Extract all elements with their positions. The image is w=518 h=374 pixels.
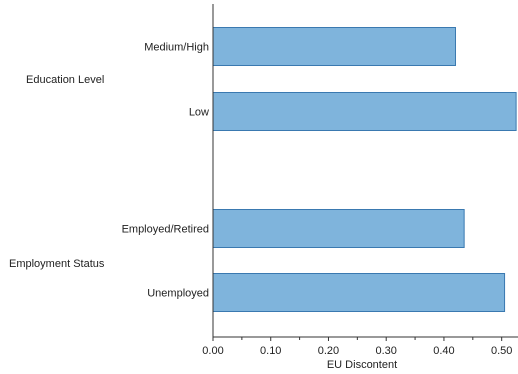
- x-tick-label: 0.50: [491, 345, 512, 357]
- bar-unemployed: [212, 273, 506, 312]
- bar-low: [212, 92, 517, 131]
- bar-medium-high: [212, 27, 456, 66]
- bar-employed-retired: [212, 209, 465, 248]
- category-label-medium-high: Medium/High: [144, 42, 209, 54]
- x-tick-label: 0.30: [375, 345, 396, 357]
- bars-layer: [212, 27, 517, 312]
- group-label-employment-status: Employment Status: [9, 258, 105, 270]
- x-tick-label: 0.00: [202, 345, 223, 357]
- x-axis-title: EU Discontent: [327, 359, 397, 371]
- x-tick-label: 0.40: [433, 345, 454, 357]
- x-ticks: 0.00 0.10 0.20 0.30 0.40 0.50: [202, 337, 512, 357]
- x-tick-label: 0.20: [318, 345, 339, 357]
- category-label-low: Low: [189, 107, 209, 119]
- category-label-employed-retired: Employed/Retired: [122, 224, 209, 236]
- labels-layer: Education Level Medium/High Low Employment …: [9, 42, 209, 300]
- category-label-unemployed: Unemployed: [147, 288, 209, 300]
- group-label-education-level: Education Level: [26, 74, 104, 86]
- x-tick-label: 0.10: [260, 345, 281, 357]
